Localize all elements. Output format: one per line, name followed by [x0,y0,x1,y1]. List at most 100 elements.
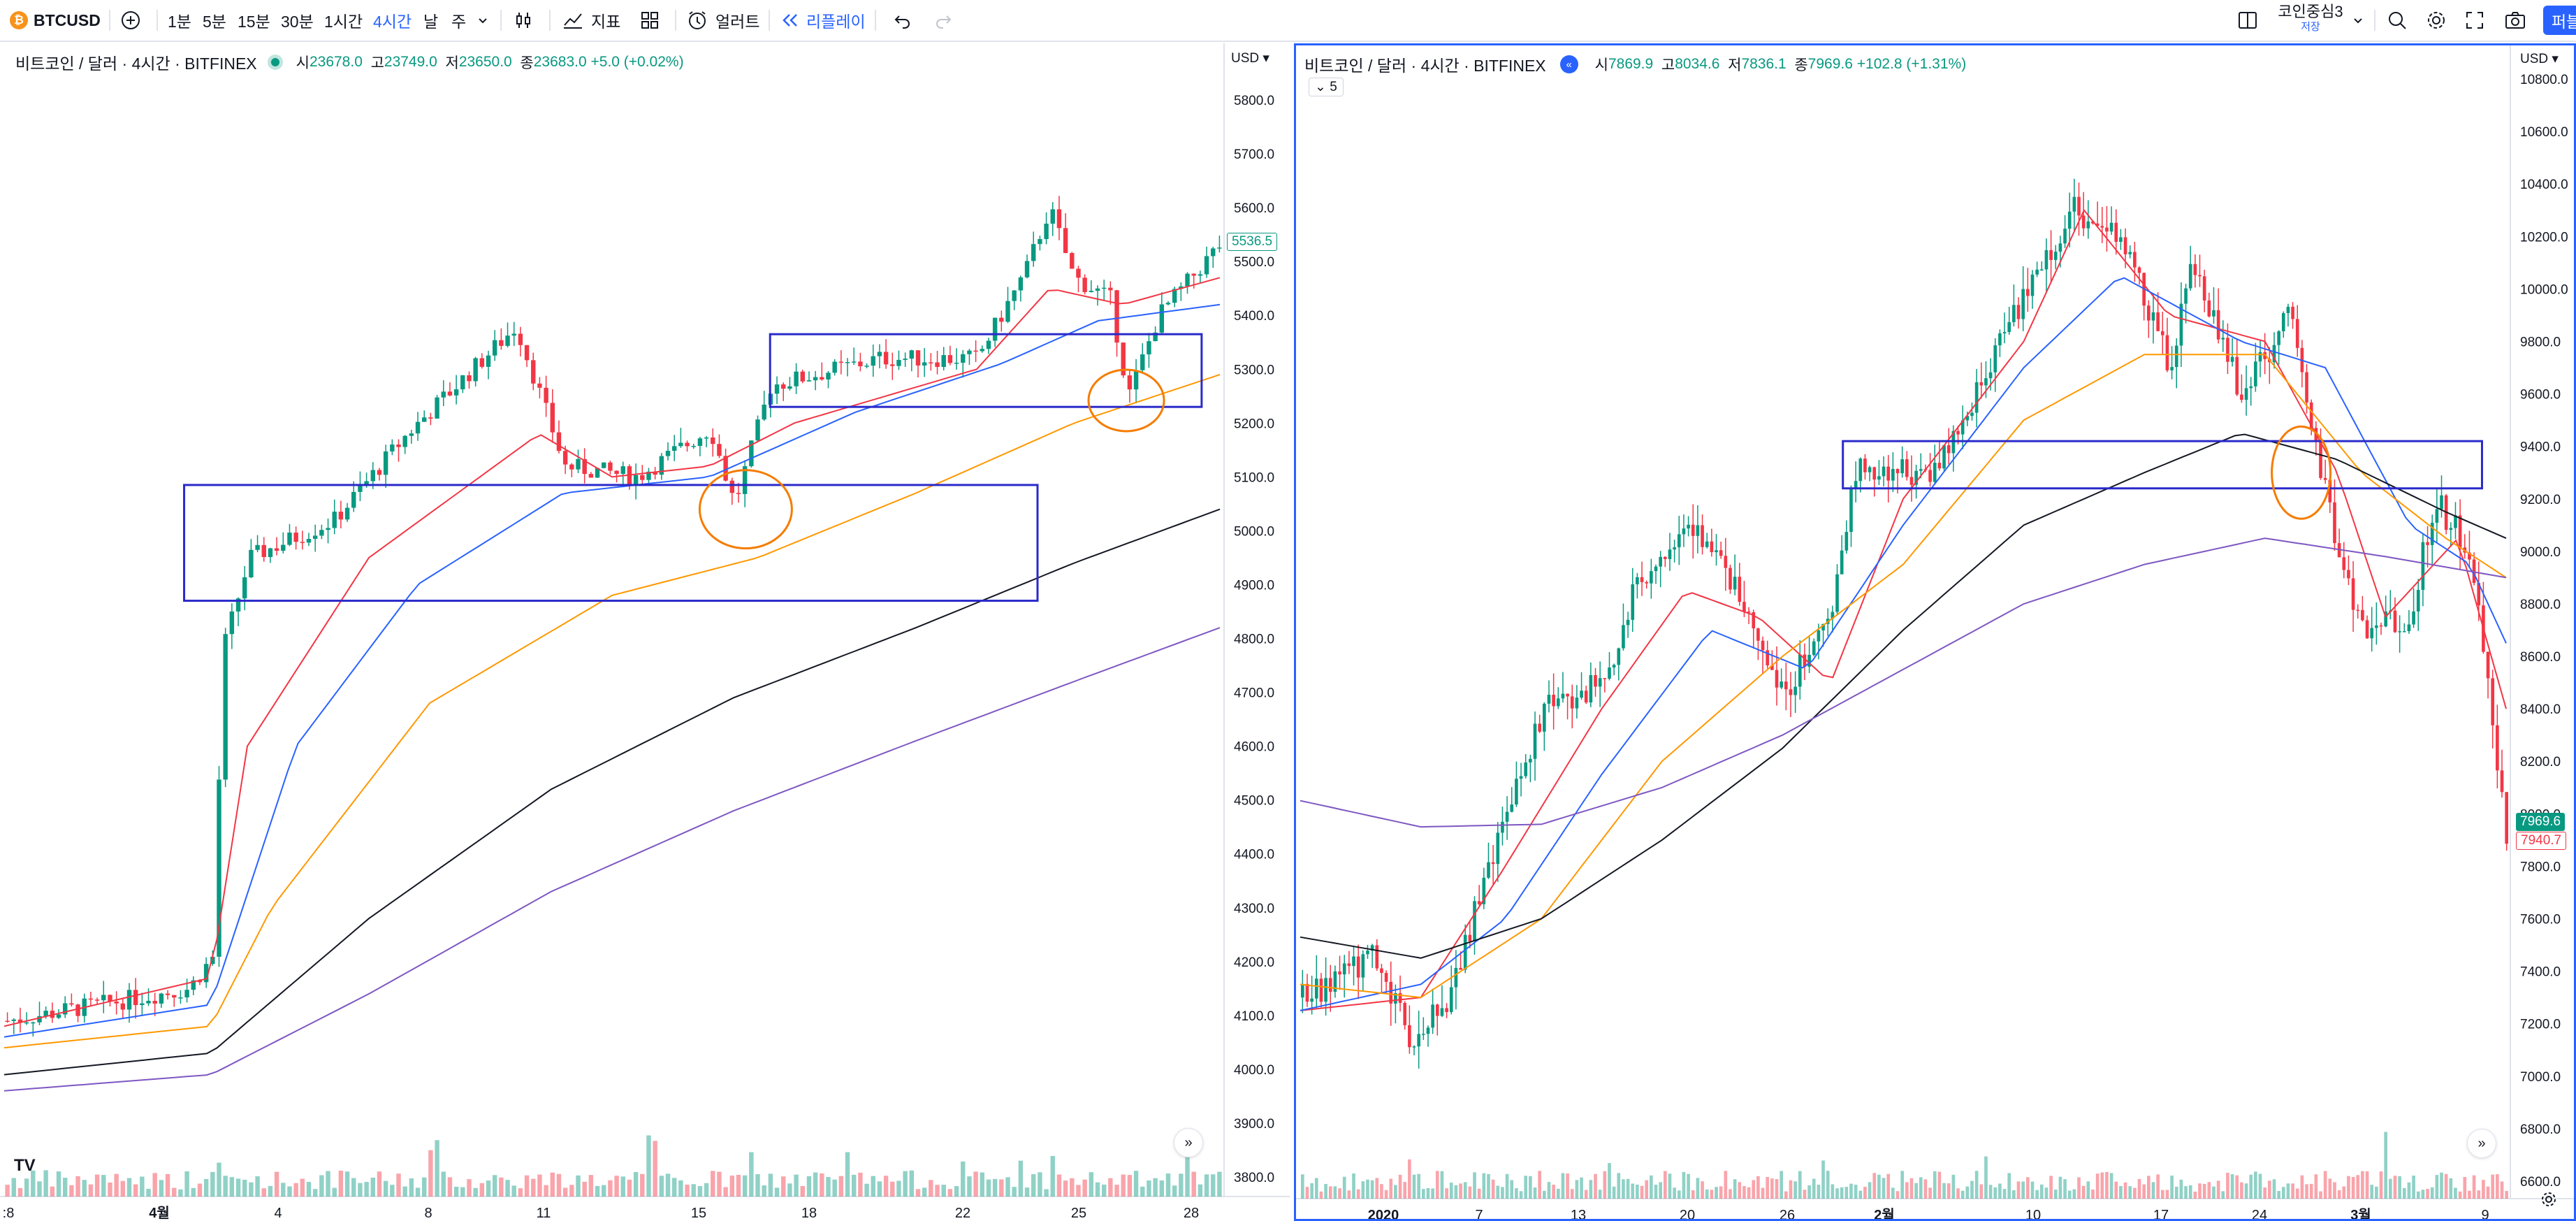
interval-30m[interactable]: 30분 [281,13,314,31]
volume-bar [2505,1190,2509,1199]
volume-bar [1089,1172,1094,1197]
right-price-chart[interactable]: 10800.0 10600.0 10400.0 10200.0 10000.0 9800.… [1296,45,2574,1219]
alert-button[interactable]: 얼러트 [686,0,759,41]
interval-1m[interactable]: 1분 [168,13,191,31]
interval-15m[interactable]: 15분 [238,13,270,31]
price-tick-label: 5500.0 [1234,255,1274,270]
candle-body [2258,352,2262,362]
price-tick-label: 4400.0 [1234,848,1274,862]
candle-body [1594,674,1597,687]
candle-body [17,1019,23,1023]
candle-body [1970,412,1974,417]
volume-bar [2356,1175,2360,1199]
templates-button[interactable] [640,0,660,41]
volume-bar [24,1178,29,1197]
left-scroll-to-realtime-button[interactable]: » [1174,1128,1203,1157]
volume-bar [492,1175,497,1197]
candle-body [787,386,792,389]
volume-bar [101,1175,106,1197]
interval-4h[interactable]: 4시간 [373,13,412,31]
interval-5m[interactable]: 5분 [203,13,226,31]
candle-body [358,486,363,492]
price-tick-label: 4700.0 [1234,686,1274,701]
right-chart-pane[interactable]: 10800.0 10600.0 10400.0 10200.0 10000.0 9800.… [1294,43,2576,1221]
divider [769,10,770,31]
volume-bar [1459,1183,1462,1199]
candle-body [1812,641,1816,656]
volume-bar [1319,1191,1323,1199]
interval-dropdown[interactable] [476,0,489,41]
volume-bar [954,1186,959,1197]
volume-bar [1501,1187,1504,1199]
indicators-button[interactable]: 지표 [562,0,620,41]
left-chart-pane[interactable]: 5800.0 5700.0 5600.0 5500.0 5400.0 5300.0 5200… [0,43,1290,1221]
candle-body [2012,305,2016,322]
interval-1h[interactable]: 1시간 [324,13,363,31]
candle-body [1211,248,1216,257]
volume-bar [2156,1174,2160,1199]
candle-body [1487,862,1490,878]
candle-body [678,442,683,447]
volume-bar [1807,1185,1811,1199]
volume-bar [2463,1177,2467,1199]
symbol-search-button[interactable]: ₿ BTCUSD [10,0,101,41]
volume-bar [396,1173,401,1197]
candle-body [126,990,132,1010]
layout-name[interactable]: 코인중심3 [2278,3,2343,20]
publish-button[interactable]: 퍼블 [2543,6,2576,35]
volume-bar [2272,1179,2276,1199]
layout-button[interactable] [2237,0,2258,41]
fullscreen-button[interactable] [2465,0,2484,41]
left-open-value: 23678.0 [309,54,363,70]
settings-button[interactable] [2426,0,2447,41]
add-symbol-button[interactable] [120,0,141,41]
volume-bar [1491,1179,1495,1199]
volume-bar [961,1161,966,1197]
left-price-chart[interactable]: 5800.0 5700.0 5600.0 5500.0 5400.0 5300.0 5200… [0,43,1290,1221]
undo-button[interactable] [893,0,912,41]
divider [157,10,158,31]
volume-bar [1784,1191,1788,1199]
interval-1d[interactable]: 날 [423,13,439,31]
ma-long-line [1300,433,2507,959]
volume-bar [447,1177,453,1197]
volume-bar [717,1171,722,1197]
volume-bar [1529,1176,1532,1199]
snapshot-button[interactable] [2504,0,2526,41]
volume-bar [1482,1173,1486,1199]
axis-settings-button[interactable] [2538,1189,2559,1210]
candle-body [2412,611,2415,625]
price-tick-label: 10200.0 [2520,230,2568,245]
volume-bar [1668,1173,1672,1199]
candle-body [659,456,664,475]
candle-body [2081,215,2086,229]
right-scroll-to-realtime-button[interactable]: » [2467,1129,2496,1158]
volume-bar [1552,1185,1555,1199]
replay-button[interactable]: 리플레이 [781,0,866,41]
redo-button[interactable] [933,0,953,41]
candle-body [1640,577,1644,582]
right-currency-button[interactable]: USD ▾ [2520,52,2559,66]
search-button[interactable] [2387,0,2408,41]
indicator-toggle-button[interactable]: ⌄ 5 [1309,78,1344,96]
price-tick-label: 8400.0 [2520,702,2561,717]
volume-bar [1974,1171,1979,1199]
bitcoin-icon: ₿ [10,11,28,29]
candle-body [1715,550,1718,553]
chart-type-button[interactable] [513,0,534,41]
candle-body [531,360,536,384]
layout-menu-button[interactable] [2352,0,2364,41]
price-tick-label: 10600.0 [2520,125,2568,140]
interval-1w[interactable]: 주 [451,13,467,31]
volume-bar [2165,1190,2169,1199]
volume-bar [1905,1182,1909,1199]
volume-bar [2361,1171,2364,1199]
candle-body [1872,467,1877,480]
volume-bar [1984,1156,1988,1199]
left-close-value: 23683.0 [533,54,587,70]
candle-body [344,507,350,520]
left-currency-button[interactable]: USD ▾ [1231,51,1269,66]
candle-body [845,362,850,363]
candle-body [492,340,497,356]
candle-body [1338,971,1341,975]
